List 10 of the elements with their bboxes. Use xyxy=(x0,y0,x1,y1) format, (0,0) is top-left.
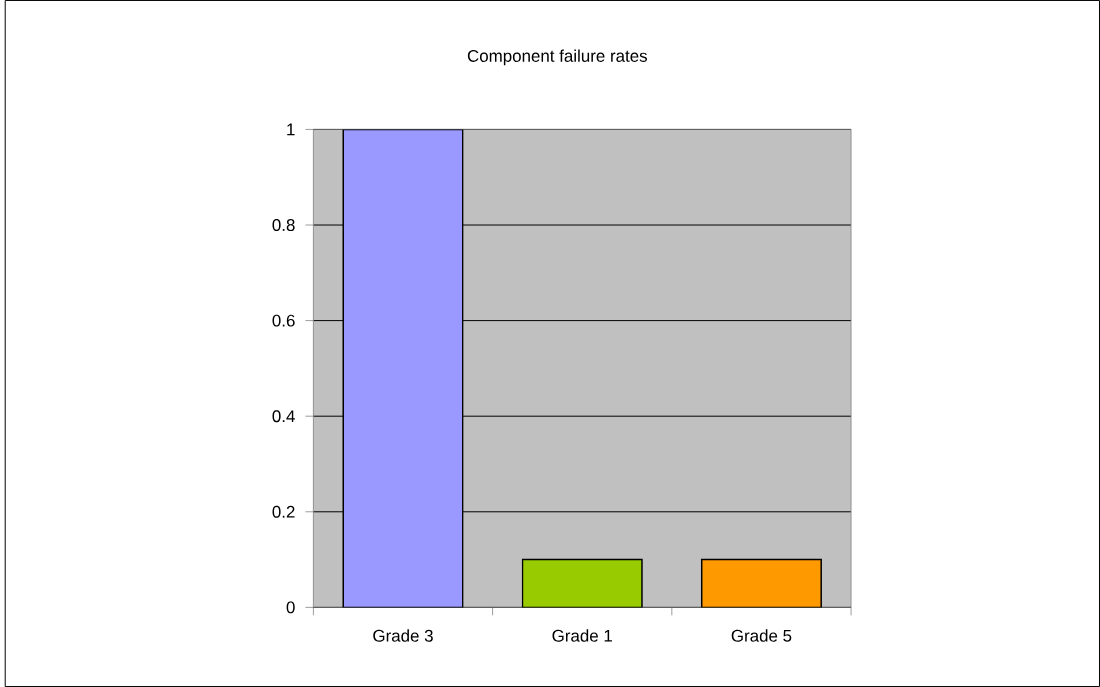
x-tick-label: Grade 3 xyxy=(373,629,433,642)
y-tick-label: 0 xyxy=(286,601,295,614)
chart-title: Component failure rates xyxy=(467,49,647,66)
x-tick-label: Grade 1 xyxy=(552,629,612,642)
y-tick-label: 0.4 xyxy=(272,410,295,423)
y-tick-label: 0.6 xyxy=(272,314,295,327)
y-tick-label: 0.8 xyxy=(272,219,295,231)
x-tick-label: Grade 5 xyxy=(731,629,792,642)
y-tick-label: 1 xyxy=(287,123,295,136)
y-tick-label: 0.2 xyxy=(272,505,295,518)
